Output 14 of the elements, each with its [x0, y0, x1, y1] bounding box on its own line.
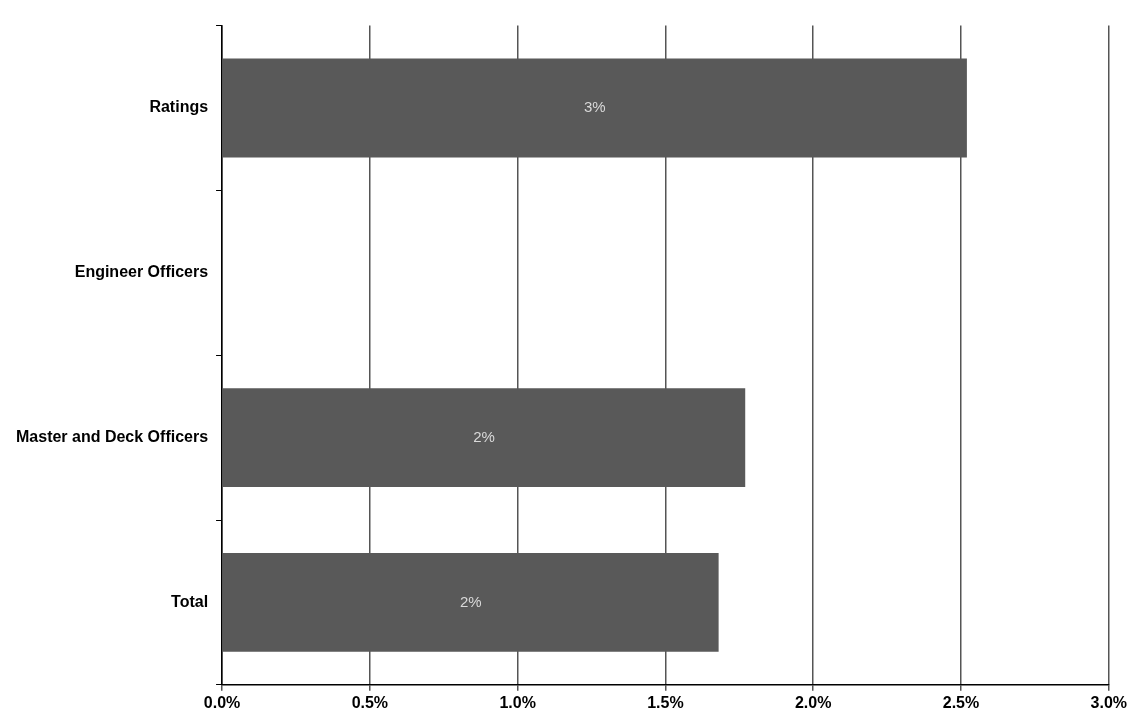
- x-tick-label: 2.0%: [794, 693, 832, 711]
- y-tick-label: Ratings: [149, 98, 209, 116]
- y-tick-label: Total: [171, 592, 209, 610]
- data-label: 2%: [459, 592, 482, 610]
- x-tick-label: 1.0%: [499, 693, 536, 711]
- y-tick-label: Master and Deck Officers: [16, 428, 209, 446]
- y-tick-label: Engineer Officers: [74, 263, 209, 281]
- x-tick-label: 1.5%: [647, 693, 684, 711]
- x-tick-label: 2.5%: [942, 693, 980, 711]
- x-tick-label: 0.5%: [351, 693, 389, 711]
- x-tick-label: 3.0%: [1090, 693, 1127, 711]
- data-label: 3%: [584, 98, 606, 116]
- x-tick-label: 0.0%: [203, 693, 241, 711]
- data-label: 2%: [473, 427, 495, 445]
